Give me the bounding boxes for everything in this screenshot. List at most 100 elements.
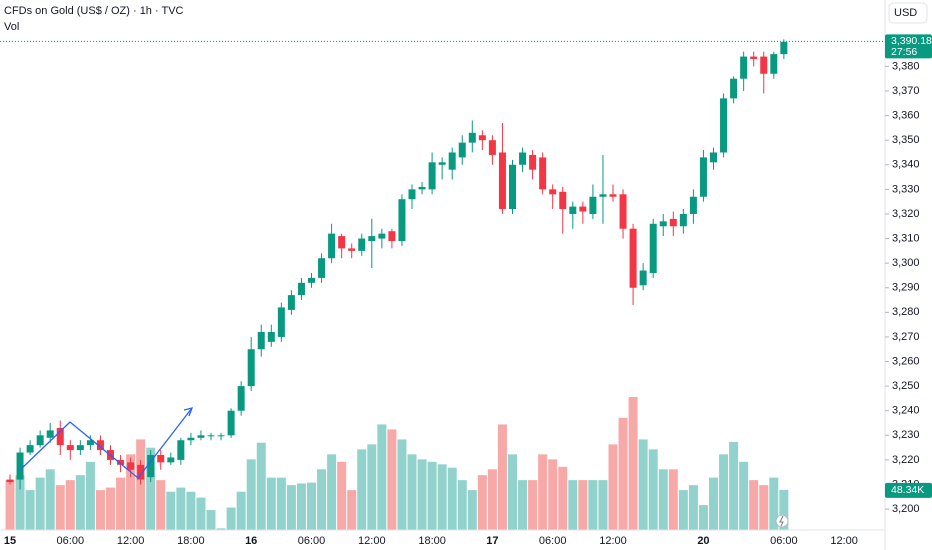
event-icon[interactable] xyxy=(775,514,789,528)
candle-body xyxy=(348,248,356,251)
volume-bar xyxy=(467,490,477,530)
x-tick-label: 18:00 xyxy=(418,535,446,547)
candle-body xyxy=(197,435,205,438)
candle-body xyxy=(338,236,346,249)
candle-body xyxy=(629,228,637,288)
y-tick-label: 3,300 xyxy=(892,257,920,269)
volume-bar xyxy=(65,480,75,530)
candle-body xyxy=(780,41,788,55)
volume-bar xyxy=(447,467,457,530)
candle-body xyxy=(177,440,185,460)
volume-bar xyxy=(236,491,246,530)
y-tick-label: 3,320 xyxy=(892,208,920,220)
volume-bar xyxy=(427,461,437,530)
volume-bar xyxy=(327,454,337,530)
y-tick-label: 3,340 xyxy=(892,159,920,171)
volume-bar xyxy=(618,417,628,530)
volume-bar xyxy=(317,469,327,530)
volume-bar xyxy=(25,490,35,530)
volume-bar xyxy=(176,487,186,530)
x-tick-label: 18:00 xyxy=(177,535,205,547)
volume-bar xyxy=(377,424,387,530)
volume-bar xyxy=(367,444,377,530)
candle-body xyxy=(26,445,34,453)
volume-bar xyxy=(226,507,236,530)
volume-bar xyxy=(146,447,156,530)
currency-button[interactable] xyxy=(888,2,928,24)
volume-bar xyxy=(749,480,759,530)
candle-body xyxy=(237,386,245,411)
volume-bar xyxy=(246,459,256,530)
candle-body xyxy=(96,440,104,451)
volume-bar xyxy=(35,477,45,530)
candle-body xyxy=(478,135,486,141)
candle-body xyxy=(599,194,607,197)
candle-body xyxy=(569,206,577,214)
candle-layer xyxy=(6,39,788,490)
volume-bar xyxy=(578,480,588,530)
x-tick-label: 16 xyxy=(245,535,257,547)
volume-bar xyxy=(407,454,417,530)
volume-bar xyxy=(337,461,347,530)
volume-tag-label: 48.34K xyxy=(891,484,924,496)
volume-bar xyxy=(588,480,598,530)
volume-bar xyxy=(256,442,266,530)
volume-bar xyxy=(698,505,708,530)
volume-bar xyxy=(186,491,196,530)
x-tick-label: 06:00 xyxy=(539,535,567,547)
volume-title: Vol xyxy=(4,21,19,33)
candle-body xyxy=(388,231,396,242)
volume-bar xyxy=(216,528,226,530)
volume-bar xyxy=(156,480,166,530)
candle-body xyxy=(117,459,125,465)
axes: 3,2003,2103,2203,2303,2403,2503,2603,270… xyxy=(4,60,920,547)
volume-bar xyxy=(286,485,296,530)
y-tick-label: 3,380 xyxy=(892,60,920,72)
last-price-tag xyxy=(885,34,932,59)
volume-bar xyxy=(668,469,678,530)
volume-bar xyxy=(266,477,276,530)
volume-bar xyxy=(357,449,367,530)
candle-body xyxy=(147,454,155,478)
candle-body xyxy=(217,435,225,437)
y-tick-label: 3,370 xyxy=(892,85,920,97)
volume-bar xyxy=(598,480,608,530)
volume-bar xyxy=(528,480,538,530)
volume-bar xyxy=(497,424,507,530)
volume-bar xyxy=(538,454,548,530)
x-tick-label: 15 xyxy=(4,535,16,547)
volume-bar xyxy=(85,461,95,530)
volume-bar xyxy=(658,469,668,530)
candle-body xyxy=(257,332,265,350)
countdown-label: 27:56 xyxy=(891,46,917,58)
volume-bar xyxy=(648,449,658,530)
candle-body xyxy=(157,454,165,463)
candle-body xyxy=(86,440,94,446)
volume-bar xyxy=(136,439,146,530)
candle-body xyxy=(428,162,436,190)
volume-bar xyxy=(729,441,739,530)
candle-body xyxy=(127,462,135,470)
volume-bar xyxy=(638,439,648,530)
volume-tag xyxy=(885,482,932,498)
candle-body xyxy=(579,206,587,212)
drawing-arrow xyxy=(183,407,194,417)
chart-title: CFDs on Gold (US$ / OZ) · 1h · TVC xyxy=(4,5,184,17)
candle-body xyxy=(589,196,597,214)
volume-bar xyxy=(709,477,718,530)
x-tick-label: 06:00 xyxy=(770,535,798,547)
volume-bar xyxy=(307,482,316,530)
volume-bar xyxy=(206,510,216,530)
volume-bar xyxy=(75,475,85,530)
candle-body xyxy=(247,349,255,387)
candle-body xyxy=(287,295,295,310)
candle-body xyxy=(609,194,617,197)
volume-bar xyxy=(608,444,618,530)
drawing-line xyxy=(19,407,193,479)
volume-bar xyxy=(688,485,698,530)
candle-body xyxy=(458,142,466,158)
volume-bar xyxy=(678,490,688,530)
currency-label: USD xyxy=(894,7,917,19)
